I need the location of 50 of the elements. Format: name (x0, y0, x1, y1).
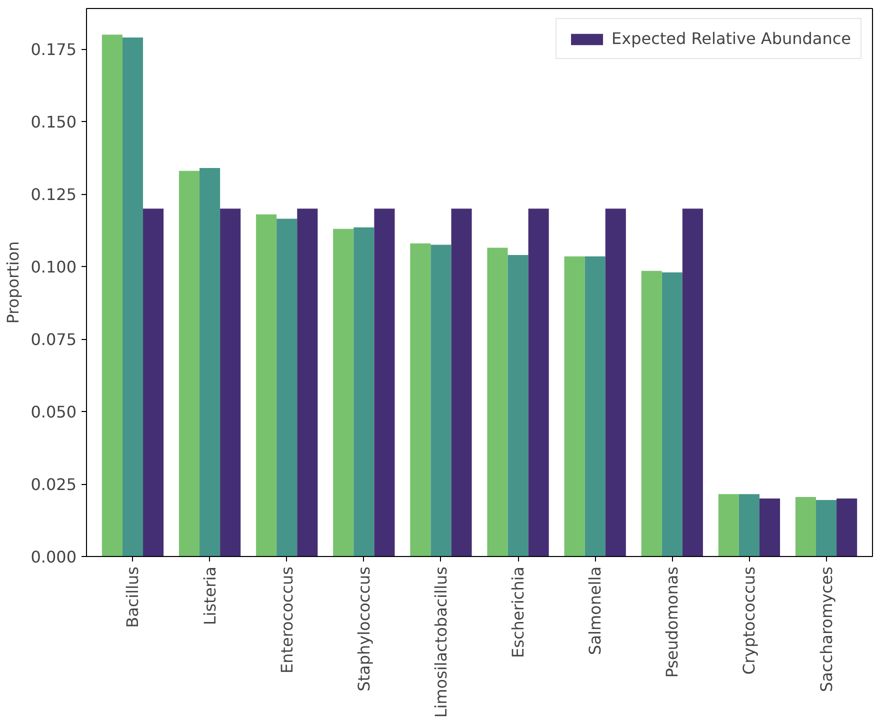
bar (564, 256, 585, 556)
y-axis-title: Proportion (4, 241, 23, 324)
y-tick-label: 0.000 (30, 548, 77, 566)
x-tick-label: Limosilactobacillus (431, 566, 450, 718)
bar (795, 497, 816, 556)
bar (682, 208, 703, 556)
bar (508, 254, 528, 556)
y-tick-label: 0.075 (30, 330, 77, 350)
bar (430, 244, 452, 556)
bar (354, 227, 374, 556)
bar (256, 214, 277, 556)
bar (178, 170, 200, 556)
y-tick-label: 0.175 (30, 40, 77, 60)
bar (410, 243, 431, 556)
x-tick-label: Escherichia (508, 566, 528, 658)
bar (718, 494, 739, 556)
bar (584, 256, 606, 556)
x-tick-label: Saccharomyces (816, 566, 836, 692)
bar (641, 270, 662, 556)
bar (297, 208, 318, 556)
x-tick-label: Salmonella (586, 566, 605, 655)
legend-label: Expected Relative Abundance (612, 29, 851, 48)
x-tick-label: Listeria (200, 566, 220, 626)
bar (276, 218, 298, 556)
bar (759, 498, 780, 556)
bar (333, 228, 354, 556)
x-tick-label: Enterococcus (277, 566, 296, 674)
y-tick-label: 0.025 (30, 475, 77, 494)
bar (122, 37, 144, 556)
y-tick-label: 0.125 (30, 185, 77, 204)
bar (143, 208, 164, 556)
bar (605, 208, 626, 556)
bar (487, 248, 508, 556)
y-tick-label: 0.050 (30, 402, 77, 422)
x-tick-label: Bacillus (123, 566, 142, 628)
bar (528, 208, 549, 556)
y-tick-label: 0.150 (30, 112, 77, 132)
bar (102, 34, 122, 556)
x-tick-label: Staphylococcus (354, 566, 374, 692)
x-tick-label: Cryptococcus (740, 566, 759, 675)
x-tick-label: Pseudomonas (662, 566, 682, 678)
bar (662, 272, 682, 556)
bar (836, 498, 858, 556)
y-tick-label: 0.100 (30, 258, 77, 277)
bar (816, 500, 837, 556)
bar (200, 168, 220, 556)
bar (451, 208, 472, 556)
bar (220, 208, 241, 556)
bar (374, 208, 395, 556)
bar (738, 494, 760, 556)
